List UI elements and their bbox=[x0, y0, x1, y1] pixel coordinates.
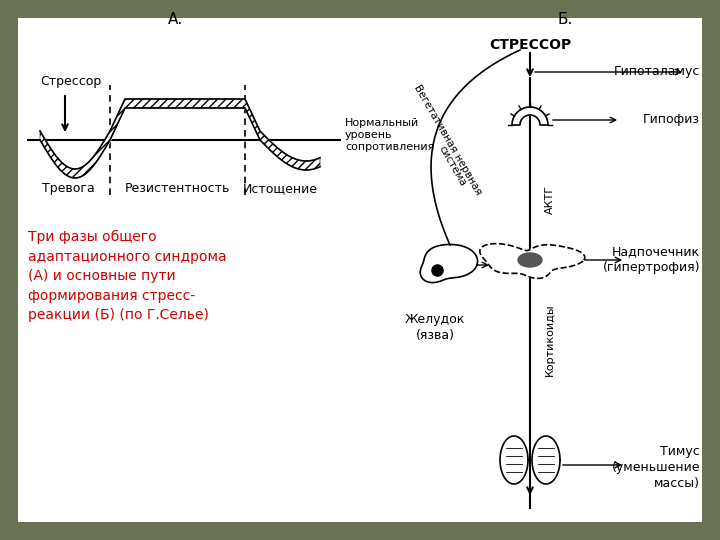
Polygon shape bbox=[512, 107, 548, 125]
Polygon shape bbox=[500, 436, 528, 484]
Text: система: система bbox=[436, 144, 467, 188]
Text: Гипофиз: Гипофиз bbox=[643, 113, 700, 126]
Polygon shape bbox=[480, 244, 585, 279]
Text: Вегетативная нервная: Вегетативная нервная bbox=[413, 83, 484, 197]
Text: Б.: Б. bbox=[557, 12, 572, 27]
Text: Резистентность: Резистентность bbox=[125, 182, 230, 195]
Text: Три фазы общего
адаптационного синдрома
(А) и основные пути
формирования стресс-: Три фазы общего адаптационного синдрома … bbox=[28, 230, 227, 322]
Polygon shape bbox=[518, 253, 542, 267]
Text: Тревога: Тревога bbox=[42, 182, 94, 195]
Text: Нормальный
уровень
сопротивления: Нормальный уровень сопротивления bbox=[345, 118, 434, 152]
Text: А.: А. bbox=[167, 12, 183, 27]
FancyBboxPatch shape bbox=[18, 18, 702, 522]
Polygon shape bbox=[420, 245, 477, 282]
Polygon shape bbox=[532, 436, 560, 484]
Text: СТРЕССОР: СТРЕССОР bbox=[489, 38, 571, 52]
Text: Тимус
(уменьшение
массы): Тимус (уменьшение массы) bbox=[611, 446, 700, 490]
Text: Гипоталамус: Гипоталамус bbox=[613, 65, 700, 78]
Text: Стрессор: Стрессор bbox=[40, 76, 102, 89]
Text: Истощение: Истощение bbox=[243, 182, 318, 195]
Text: Желудок
(язва): Желудок (язва) bbox=[405, 313, 465, 342]
Text: Кортикоиды: Кортикоиды bbox=[545, 303, 555, 376]
Text: АКТГ: АКТГ bbox=[545, 186, 555, 214]
Text: Надпочечник
(гипертрофия): Надпочечник (гипертрофия) bbox=[603, 246, 700, 274]
